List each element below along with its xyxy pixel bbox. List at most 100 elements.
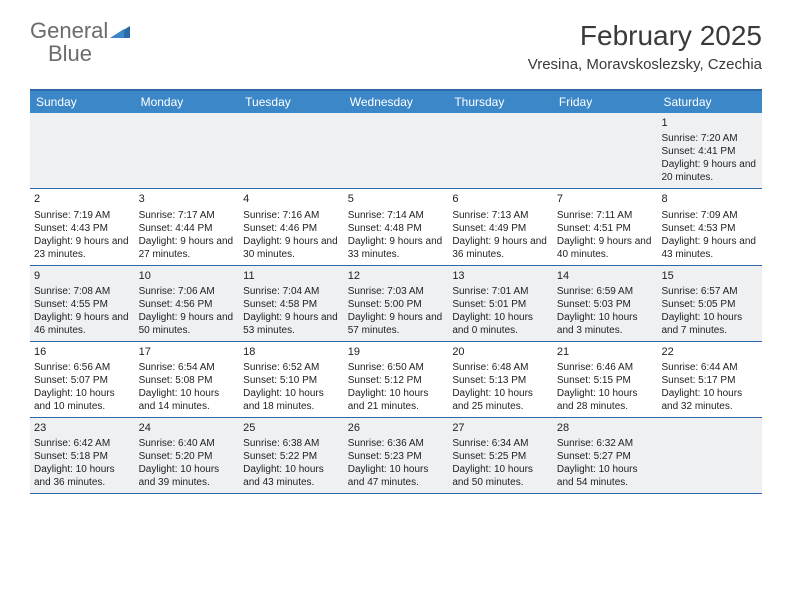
day-sunrise: Sunrise: 7:06 AM	[139, 285, 236, 298]
day-sunset: Sunset: 4:51 PM	[557, 222, 654, 235]
day-cell: 28 Sunrise: 6:32 AMSunset: 5:27 PMDayligh…	[553, 418, 658, 493]
day-sunrise: Sunrise: 6:32 AM	[557, 437, 654, 450]
day-sunset: Sunset: 4:41 PM	[661, 145, 758, 158]
day-sunset: Sunset: 4:48 PM	[348, 222, 445, 235]
day-number: 19	[348, 345, 445, 359]
day-daylight: Daylight: 10 hours and 54 minutes.	[557, 463, 654, 489]
day-daylight: Daylight: 10 hours and 47 minutes.	[348, 463, 445, 489]
day-cell: 4Sunrise: 7:16 AMSunset: 4:46 PMDaylight…	[239, 189, 344, 264]
day-daylight: Daylight: 10 hours and 21 minutes.	[348, 387, 445, 413]
title-block: February 2025 Vresina, Moravskoslezsky, …	[528, 20, 762, 73]
day-sunrise: Sunrise: 7:19 AM	[34, 209, 131, 222]
day-cell: 10Sunrise: 7:06 AMSunset: 4:56 PMDayligh…	[135, 266, 240, 341]
day-number: 27	[452, 421, 549, 435]
day-cell: 17Sunrise: 6:54 AMSunset: 5:08 PMDayligh…	[135, 342, 240, 417]
day-daylight: Daylight: 10 hours and 43 minutes.	[243, 463, 340, 489]
day-cell	[553, 113, 658, 188]
day-sunrise: Sunrise: 7:14 AM	[348, 209, 445, 222]
logo-triangle-icon	[110, 24, 130, 43]
day-cell: 25Sunrise: 6:38 AMSunset: 5:22 PMDayligh…	[239, 418, 344, 493]
day-sunrise: Sunrise: 7:11 AM	[557, 209, 654, 222]
day-number: 8	[661, 192, 758, 206]
day-cell	[448, 113, 553, 188]
day-number: 28	[557, 421, 654, 435]
day-number: 14	[557, 269, 654, 283]
day-number: 6	[452, 192, 549, 206]
day-daylight: Daylight: 10 hours and 7 minutes.	[661, 311, 758, 337]
day-sunset: Sunset: 4:49 PM	[452, 222, 549, 235]
day-sunset: Sunset: 4:58 PM	[243, 298, 340, 311]
header: General Blue February 2025 Vresina, Mora…	[0, 0, 792, 81]
day-sunset: Sunset: 5:27 PM	[557, 450, 654, 463]
day-number: 20	[452, 345, 549, 359]
day-sunset: Sunset: 5:22 PM	[243, 450, 340, 463]
logo: General Blue	[30, 20, 130, 66]
day-cell: 24Sunrise: 6:40 AMSunset: 5:20 PMDayligh…	[135, 418, 240, 493]
day-header-thursday: Thursday	[448, 91, 553, 113]
day-sunrise: Sunrise: 7:04 AM	[243, 285, 340, 298]
day-sunset: Sunset: 5:01 PM	[452, 298, 549, 311]
day-sunset: Sunset: 5:25 PM	[452, 450, 549, 463]
day-cell	[239, 113, 344, 188]
day-sunrise: Sunrise: 6:34 AM	[452, 437, 549, 450]
day-cell: 12Sunrise: 7:03 AMSunset: 5:00 PMDayligh…	[344, 266, 449, 341]
day-cell: 27Sunrise: 6:34 AMSunset: 5:25 PMDayligh…	[448, 418, 553, 493]
day-daylight: Daylight: 10 hours and 14 minutes.	[139, 387, 236, 413]
day-sunrise: Sunrise: 6:46 AM	[557, 361, 654, 374]
day-sunset: Sunset: 5:07 PM	[34, 374, 131, 387]
day-number: 21	[557, 345, 654, 359]
day-number: 5	[348, 192, 445, 206]
day-daylight: Daylight: 10 hours and 0 minutes.	[452, 311, 549, 337]
day-daylight: Daylight: 10 hours and 36 minutes.	[34, 463, 131, 489]
day-cell: 8Sunrise: 7:09 AMSunset: 4:53 PMDaylight…	[657, 189, 762, 264]
day-cell: 1Sunrise: 7:20 AMSunset: 4:41 PMDaylight…	[657, 113, 762, 188]
day-cell: 11Sunrise: 7:04 AMSunset: 4:58 PMDayligh…	[239, 266, 344, 341]
calendar: Sunday Monday Tuesday Wednesday Thursday…	[30, 89, 762, 494]
day-daylight: Daylight: 10 hours and 18 minutes.	[243, 387, 340, 413]
day-cell: 23Sunrise: 6:42 AMSunset: 5:18 PMDayligh…	[30, 418, 135, 493]
day-number: 22	[661, 345, 758, 359]
day-daylight: Daylight: 9 hours and 30 minutes.	[243, 235, 340, 261]
day-cell: 15Sunrise: 6:57 AMSunset: 5:05 PMDayligh…	[657, 266, 762, 341]
week-row: 23Sunrise: 6:42 AMSunset: 5:18 PMDayligh…	[30, 418, 762, 494]
day-daylight: Daylight: 9 hours and 27 minutes.	[139, 235, 236, 261]
logo-text-blue: Blue	[48, 41, 92, 66]
day-daylight: Daylight: 9 hours and 33 minutes.	[348, 235, 445, 261]
day-cell	[30, 113, 135, 188]
day-cell: 5 Sunrise: 7:14 AMSunset: 4:48 PMDaylight…	[344, 189, 449, 264]
day-sunset: Sunset: 4:43 PM	[34, 222, 131, 235]
day-number: 1	[661, 116, 758, 130]
day-sunset: Sunset: 5:23 PM	[348, 450, 445, 463]
day-sunrise: Sunrise: 6:52 AM	[243, 361, 340, 374]
day-daylight: Daylight: 9 hours and 57 minutes.	[348, 311, 445, 337]
day-sunrise: Sunrise: 7:16 AM	[243, 209, 340, 222]
day-sunset: Sunset: 5:18 PM	[34, 450, 131, 463]
day-sunset: Sunset: 4:56 PM	[139, 298, 236, 311]
day-daylight: Daylight: 9 hours and 40 minutes.	[557, 235, 654, 261]
day-number: 11	[243, 269, 340, 283]
day-sunrise: Sunrise: 6:50 AM	[348, 361, 445, 374]
day-cell: 9Sunrise: 7:08 AMSunset: 4:55 PMDaylight…	[30, 266, 135, 341]
day-sunset: Sunset: 5:08 PM	[139, 374, 236, 387]
week-row: 1Sunrise: 7:20 AMSunset: 4:41 PMDaylight…	[30, 113, 762, 189]
logo-text-gray: General	[30, 18, 108, 43]
week-row: 16Sunrise: 6:56 AMSunset: 5:07 PMDayligh…	[30, 342, 762, 418]
day-number: 4	[243, 192, 340, 206]
day-cell: 7Sunrise: 7:11 AMSunset: 4:51 PMDaylight…	[553, 189, 658, 264]
day-number: 15	[661, 269, 758, 283]
day-sunrise: Sunrise: 6:57 AM	[661, 285, 758, 298]
day-sunrise: Sunrise: 7:08 AM	[34, 285, 131, 298]
day-number: 26	[348, 421, 445, 435]
day-cell	[657, 418, 762, 493]
day-cell: 19Sunrise: 6:50 AMSunset: 5:12 PMDayligh…	[344, 342, 449, 417]
day-sunrise: Sunrise: 6:48 AM	[452, 361, 549, 374]
day-daylight: Daylight: 9 hours and 50 minutes.	[139, 311, 236, 337]
location: Vresina, Moravskoslezsky, Czechia	[528, 56, 762, 73]
day-sunrise: Sunrise: 6:38 AM	[243, 437, 340, 450]
day-cell	[135, 113, 240, 188]
day-daylight: Daylight: 10 hours and 10 minutes.	[34, 387, 131, 413]
day-cell: 21Sunrise: 6:46 AMSunset: 5:15 PMDayligh…	[553, 342, 658, 417]
day-sunrise: Sunrise: 6:42 AM	[34, 437, 131, 450]
day-cell: 14Sunrise: 6:59 AMSunset: 5:03 PMDayligh…	[553, 266, 658, 341]
day-number: 13	[452, 269, 549, 283]
